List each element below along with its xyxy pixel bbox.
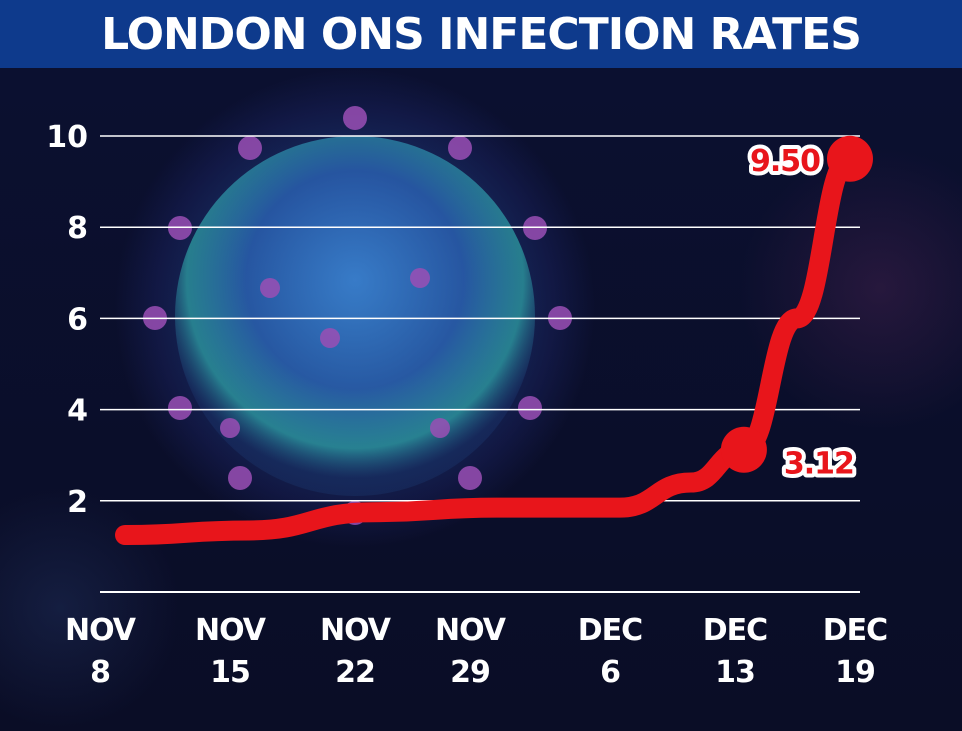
x-tick-label: 29 <box>450 655 490 690</box>
data-label: 9.50 <box>750 144 820 179</box>
virus-illustration <box>143 106 572 525</box>
y-tick-label: 8 <box>67 211 88 246</box>
data-labels: 3.12 9.50 <box>720 135 873 486</box>
data-point-marker <box>827 135 873 182</box>
y-axis-ticks: 2 4 6 8 10 <box>46 120 88 520</box>
chart-title: LONDON ONS INFECTION RATES <box>101 8 862 60</box>
y-tick-label: 2 <box>67 485 88 520</box>
series-layer <box>115 148 860 545</box>
x-tick-label: DEC <box>703 613 767 648</box>
x-tick-label: DEC <box>578 613 642 648</box>
x-tick-label: 19 <box>835 655 875 690</box>
x-tick-label: NOV <box>435 613 507 648</box>
data-label: 3.12 <box>784 447 854 482</box>
title-bar: LONDON ONS INFECTION RATES <box>0 0 962 68</box>
x-tick-label: 6 <box>600 655 620 690</box>
x-tick-label: NOV <box>320 613 392 648</box>
x-tick-label: 15 <box>210 655 250 690</box>
x-tick-label: DEC <box>823 613 887 648</box>
data-point-marker <box>720 426 767 473</box>
series-line <box>115 148 860 545</box>
y-tick-label: 10 <box>46 120 88 155</box>
y-tick-label: 6 <box>67 302 88 337</box>
gridlines <box>100 135 860 593</box>
x-tick-label: 8 <box>90 655 110 690</box>
x-tick-label: 22 <box>335 655 375 690</box>
y-tick-label: 4 <box>67 394 88 429</box>
x-tick-label: NOV <box>65 613 137 648</box>
x-tick-label: NOV <box>195 613 267 648</box>
x-axis-ticks: NOV 8 NOV 15 NOV 22 NOV 29 DEC 6 DEC 13 DEC 19 <box>65 613 888 690</box>
x-tick-label: 13 <box>715 655 755 690</box>
